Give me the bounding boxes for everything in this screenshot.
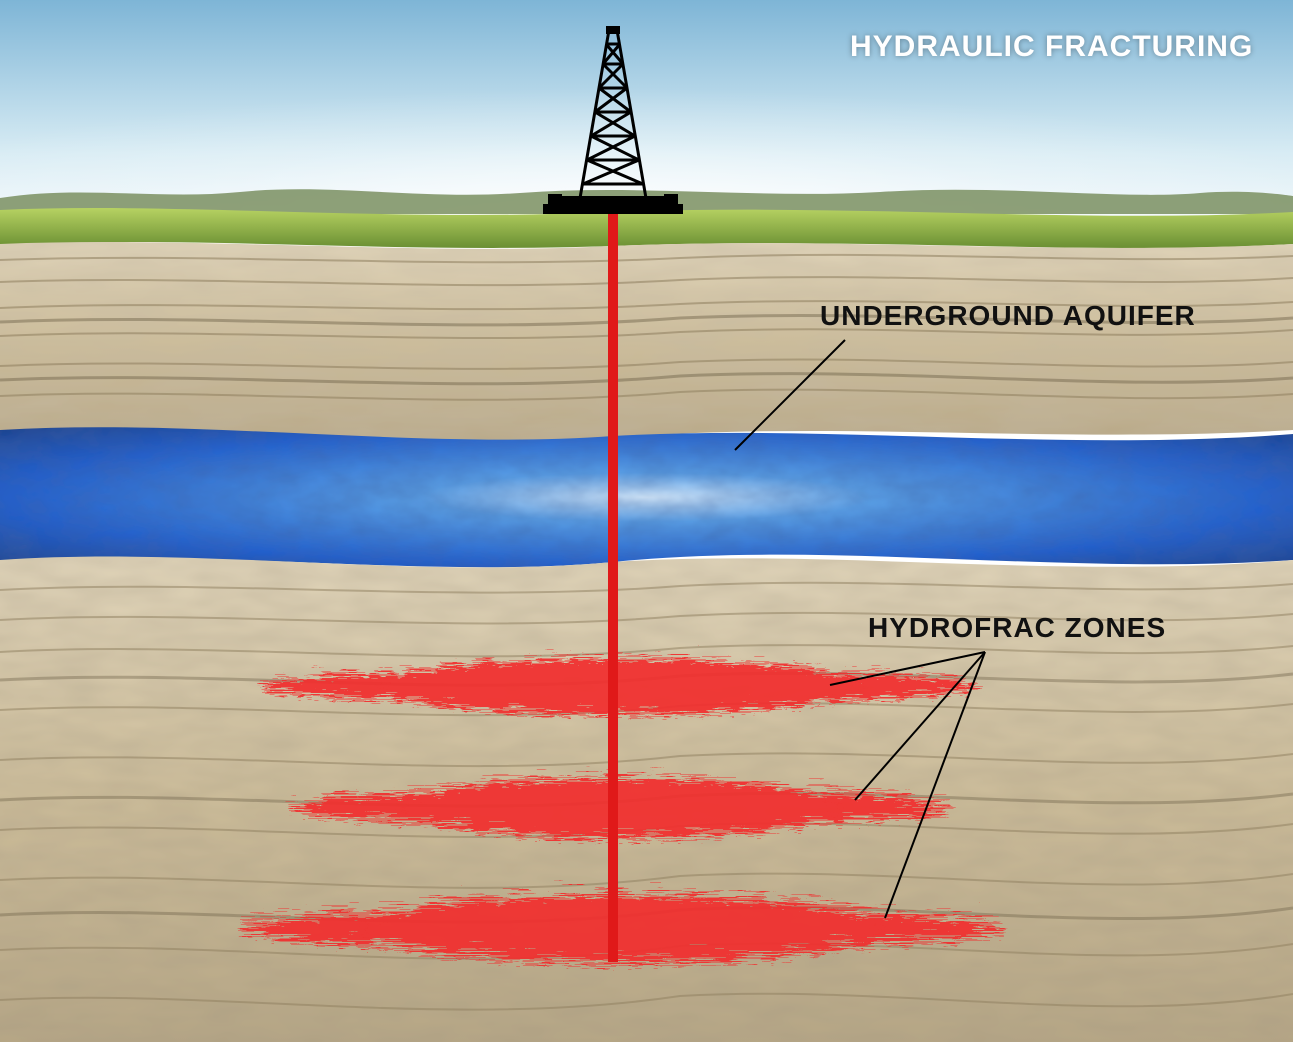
aquifer-label: UNDERGROUND AQUIFER — [820, 300, 1196, 332]
diagram-svg — [0, 0, 1293, 1042]
title-label: HYDRAULIC FRACTURING — [850, 30, 1253, 64]
rock-upper — [0, 242, 1293, 443]
frac-label: HYDROFRAC ZONES — [868, 612, 1166, 644]
aquifer — [0, 427, 1293, 567]
well-pipe — [608, 212, 618, 962]
diagram-stage: HYDRAULIC FRACTURING UNDERGROUND AQUIFER… — [0, 0, 1293, 1042]
